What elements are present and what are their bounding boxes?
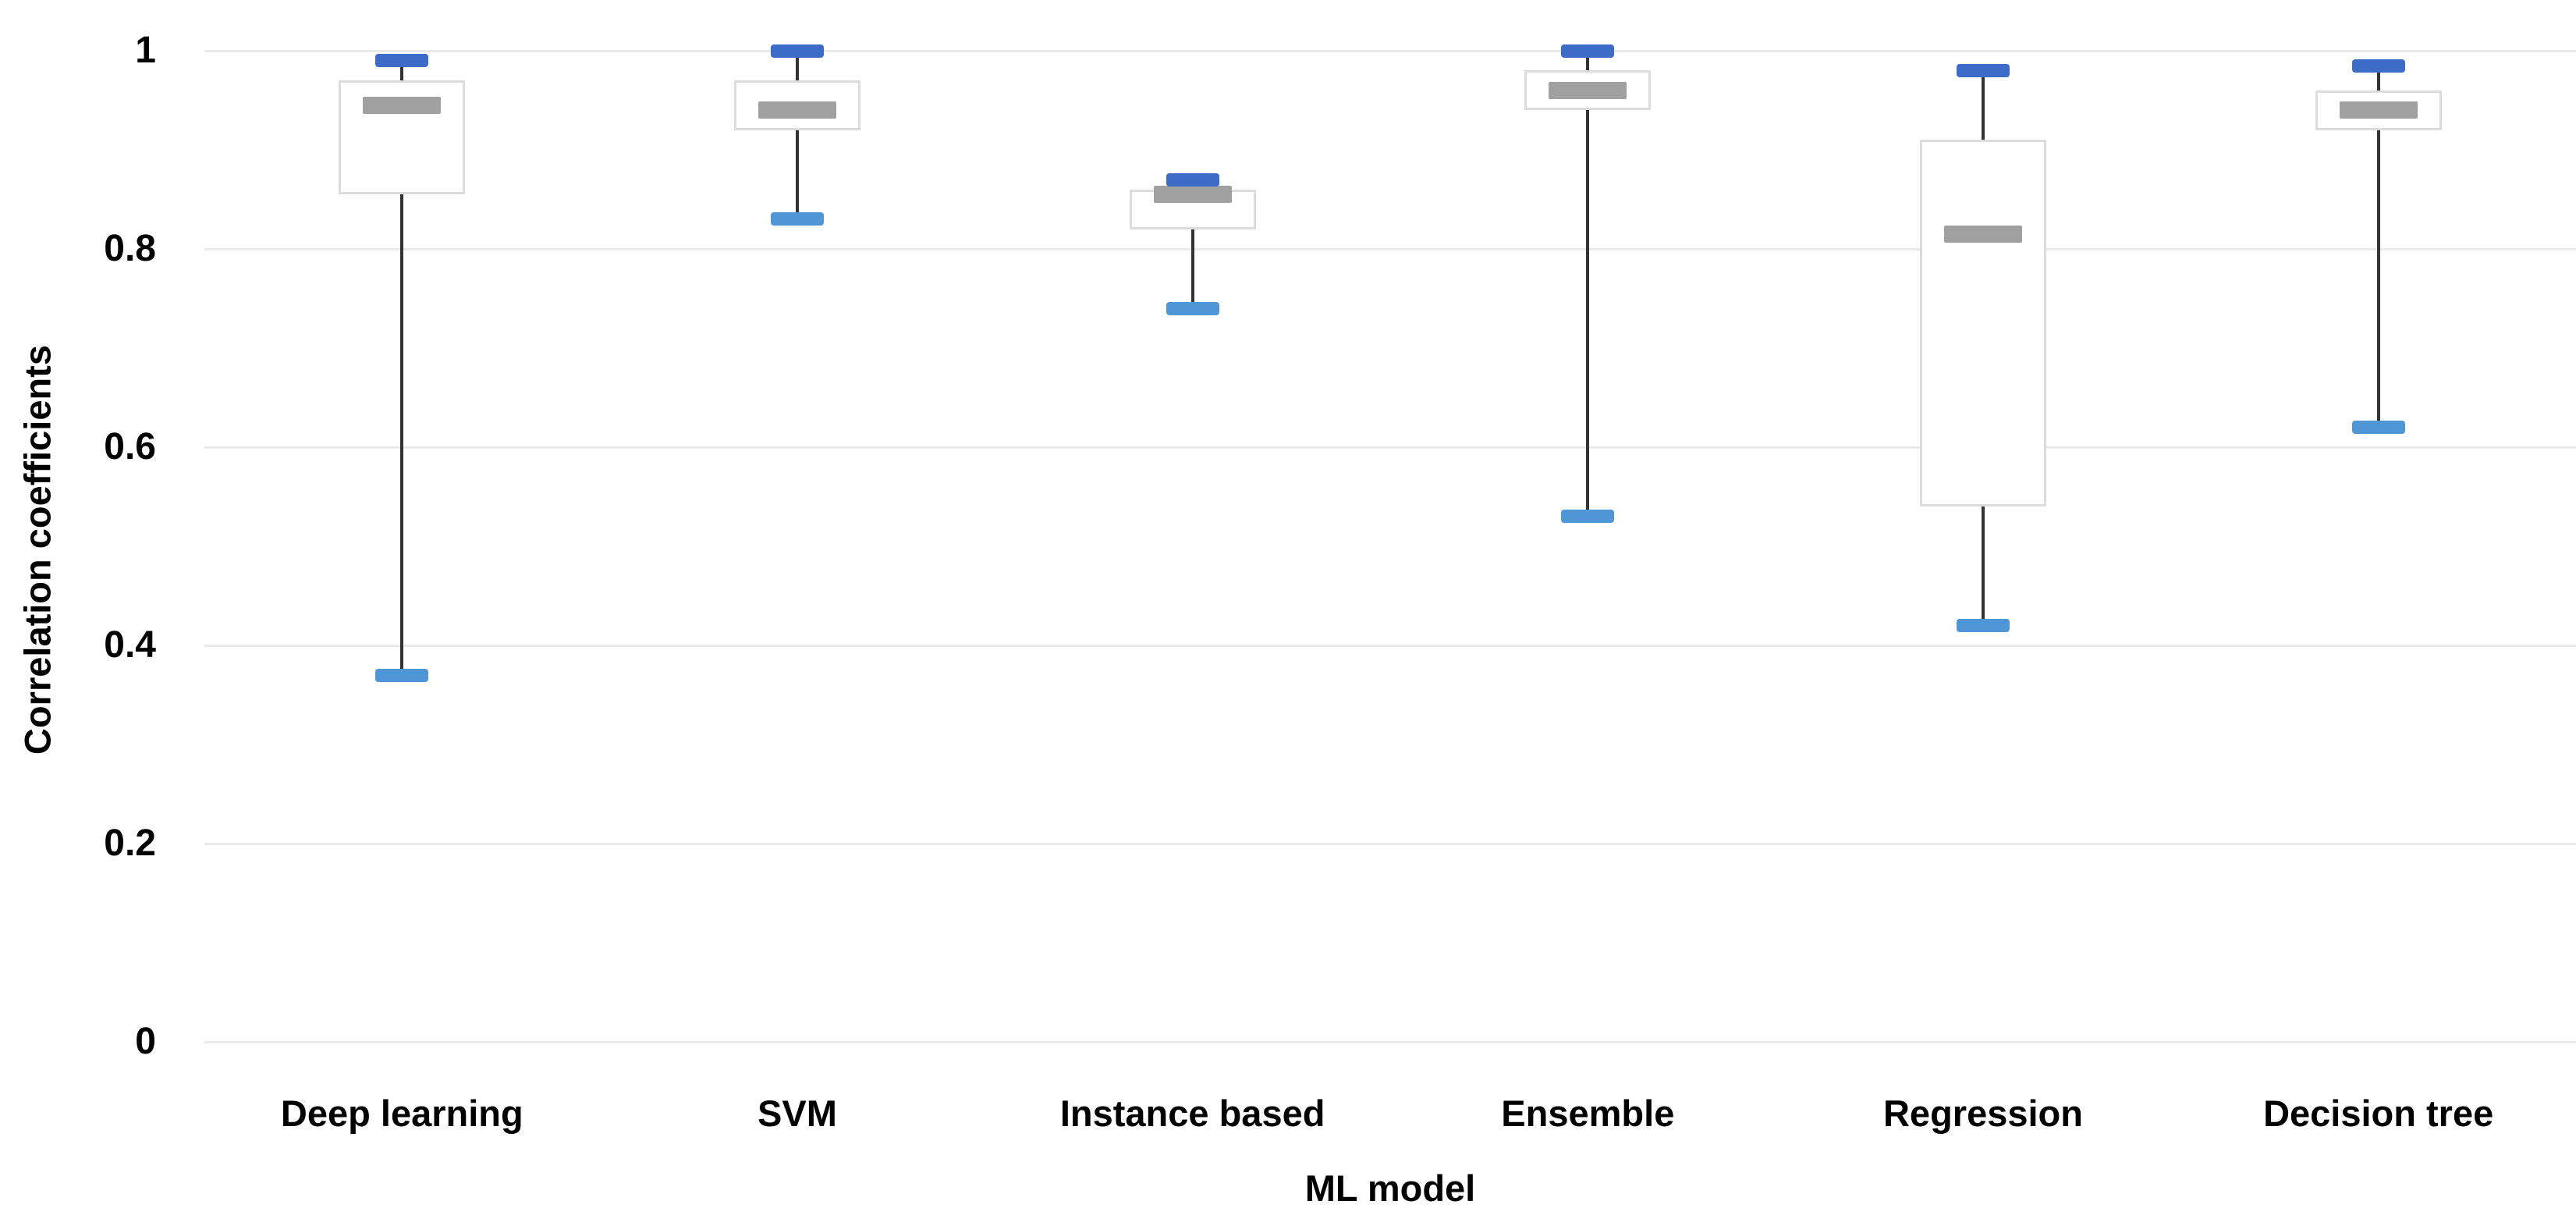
category-label-5: Decision tree — [2263, 1093, 2494, 1134]
gridline-0.4 — [204, 644, 2576, 647]
y-tick-0.8: 0.8 — [104, 228, 156, 269]
max-marker — [1166, 172, 1219, 187]
y-axis-title: Correlation coefficients — [16, 345, 59, 755]
lower-whisker — [796, 130, 799, 219]
category-label-1: SVM — [758, 1093, 837, 1134]
gridline-0.2 — [204, 842, 2576, 845]
upper-whisker — [2376, 66, 2380, 91]
median-bar — [1153, 186, 1232, 204]
upper-whisker — [796, 51, 799, 81]
min-marker — [1561, 510, 1615, 524]
min-marker — [1166, 301, 1219, 315]
y-tick-0.6: 0.6 — [104, 426, 156, 467]
y-tick-1: 1 — [135, 30, 156, 71]
min-marker — [771, 212, 824, 226]
y-tick-0: 0 — [135, 1021, 156, 1062]
lower-whisker — [400, 194, 404, 676]
lower-whisker — [2376, 130, 2380, 428]
median-bar — [2339, 101, 2418, 119]
gridline-1 — [204, 49, 2576, 52]
gridline-0.8 — [204, 247, 2576, 251]
category-label-3: Ensemble — [1501, 1093, 1675, 1134]
upper-whisker — [1982, 70, 1985, 140]
upper-whisker — [1586, 51, 1590, 71]
iqr-box — [734, 80, 860, 130]
lower-whisker — [1586, 110, 1590, 517]
min-marker — [375, 668, 429, 682]
median-bar — [1944, 225, 2022, 243]
median-bar — [1549, 81, 1627, 99]
max-marker — [2351, 59, 2405, 73]
gridline-0.6 — [204, 446, 2576, 449]
lower-whisker — [1190, 229, 1194, 309]
lower-whisker — [1982, 506, 1985, 626]
median-bar — [758, 101, 836, 119]
upper-whisker — [400, 60, 404, 81]
min-marker — [2351, 421, 2405, 435]
min-marker — [1957, 619, 2010, 633]
category-label-4: Regression — [1882, 1093, 2083, 1134]
gridline-0 — [204, 1040, 2576, 1043]
max-marker — [1957, 63, 2010, 77]
max-marker — [1561, 44, 1615, 58]
category-label-2: Instance based — [1059, 1093, 1325, 1134]
y-tick-0.2: 0.2 — [104, 823, 156, 864]
category-label-0: Deep learning — [280, 1093, 523, 1134]
iqr-box — [1920, 140, 2046, 507]
max-marker — [771, 44, 824, 58]
y-tick-0.4: 0.4 — [104, 624, 156, 666]
max-marker — [375, 54, 429, 68]
median-bar — [363, 96, 442, 114]
x-axis-title: ML model — [1304, 1167, 1476, 1209]
